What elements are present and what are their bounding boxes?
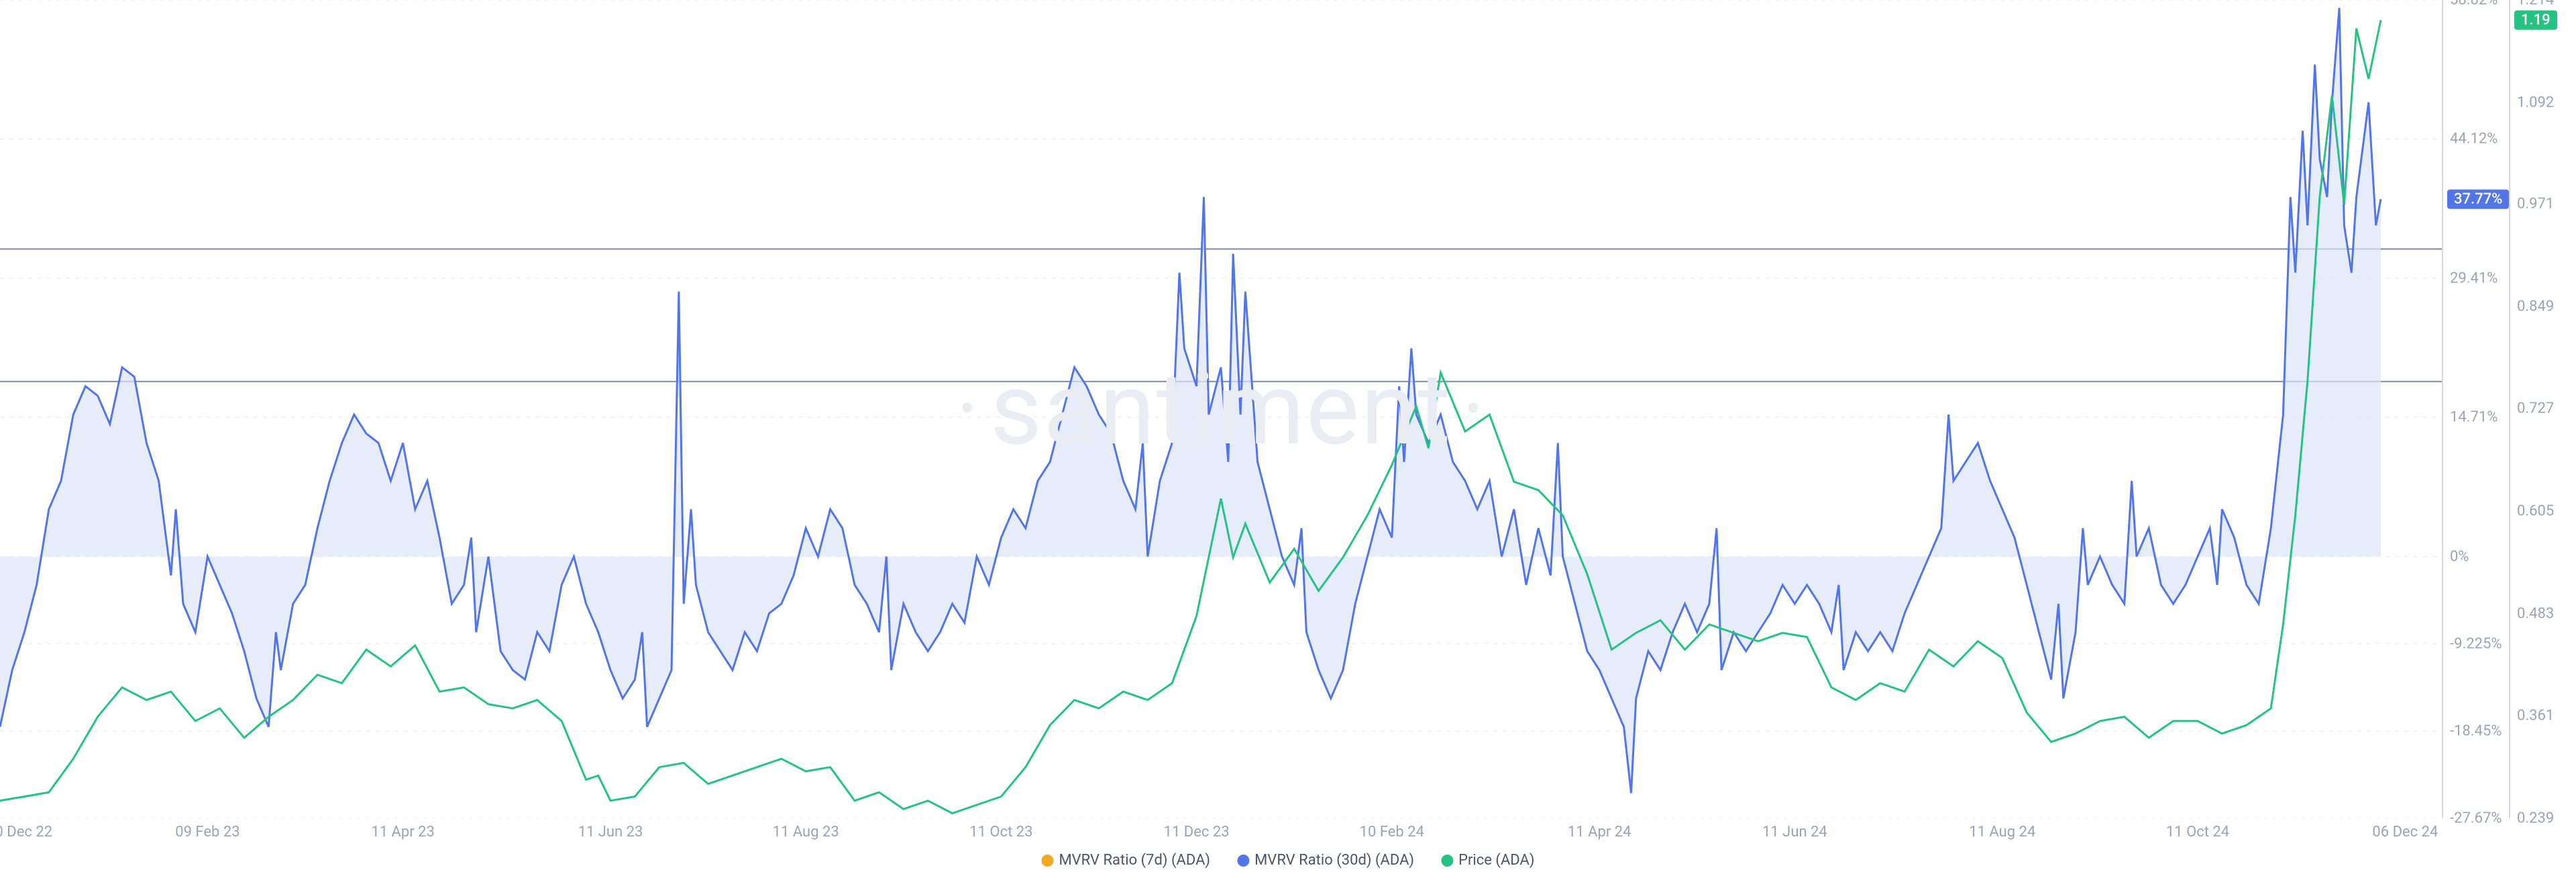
xtick: 11 Jun 24 [1762, 824, 1827, 840]
ytick-price: 0.483 [2517, 605, 2554, 622]
chart-svg [0, 0, 2442, 818]
legend-label: MVRV Ratio (7d) (ADA) [1059, 852, 1210, 869]
ytick-mvrv: 44.12% [2450, 131, 2498, 148]
legend-swatch [1237, 855, 1249, 867]
xtick: 10 Dec 22 [0, 824, 52, 840]
plot-area[interactable]: •santiment• [0, 0, 2442, 818]
xtick: 11 Jun 23 [578, 824, 643, 840]
legend-item[interactable]: MVRV Ratio (30d) (ADA) [1237, 852, 1414, 869]
ytick-price: 0.361 [2517, 708, 2554, 724]
xtick: 06 Dec 24 [2372, 824, 2438, 840]
ytick-mvrv: 29.41% [2450, 270, 2498, 286]
xtick: 11 Aug 23 [773, 824, 839, 840]
ytick-price: 0.971 [2517, 196, 2554, 213]
ytick-price: 0.849 [2517, 298, 2554, 315]
legend-swatch [1041, 855, 1053, 867]
ytick-price: 0.727 [2517, 400, 2554, 417]
ytick-mvrv: 58.82% [2450, 0, 2498, 9]
ytick-price: 0.605 [2517, 503, 2554, 520]
y-axis-mvrv: -27.67%-18.45%-9.225%0%14.71%29.41%44.12… [2442, 0, 2509, 818]
xtick: 11 Aug 24 [1969, 824, 2035, 840]
legend-item[interactable]: Price (ADA) [1441, 852, 1534, 869]
price-current-tag: 1.19 [2514, 11, 2557, 30]
legend-swatch [1441, 855, 1453, 867]
xtick: 11 Oct 24 [2166, 824, 2229, 840]
legend-label: Price (ADA) [1458, 852, 1534, 869]
xtick: 11 Apr 23 [371, 824, 435, 840]
legend-label: MVRV Ratio (30d) (ADA) [1254, 852, 1414, 869]
ytick-mvrv: 0% [2450, 548, 2469, 565]
xtick: 10 Feb 24 [1360, 824, 1424, 840]
xtick: 11 Dec 23 [1164, 824, 1230, 840]
x-axis: 10 Dec 22 09 Feb 23 11 Apr 23 11 Jun 23 11 A… [0, 817, 2576, 844]
ytick-price: 1.092 [2517, 94, 2554, 111]
legend: MVRV Ratio (7d) (ADA) MVRV Ratio (30d) (A… [1041, 852, 1534, 869]
ytick-mvrv: 14.71% [2450, 409, 2498, 426]
y-axis-price: 0.2390.3610.4830.6050.7270.8490.9711.092… [2509, 0, 2576, 818]
legend-item[interactable]: MVRV Ratio (7d) (ADA) [1041, 852, 1210, 869]
ytick-mvrv: -9.225% [2450, 635, 2502, 652]
xtick: 09 Feb 23 [175, 824, 239, 840]
ytick-price: 1.214 [2517, 0, 2554, 9]
ytick-mvrv: -18.45% [2450, 722, 2502, 739]
xtick: 11 Apr 24 [1568, 824, 1631, 840]
mvrv-current-tag: 37.77% [2447, 189, 2509, 209]
chart-container: •santiment• -27.67%-18.45%-9.225%0%14.71… [0, 0, 2576, 872]
xtick: 11 Oct 23 [969, 824, 1032, 840]
